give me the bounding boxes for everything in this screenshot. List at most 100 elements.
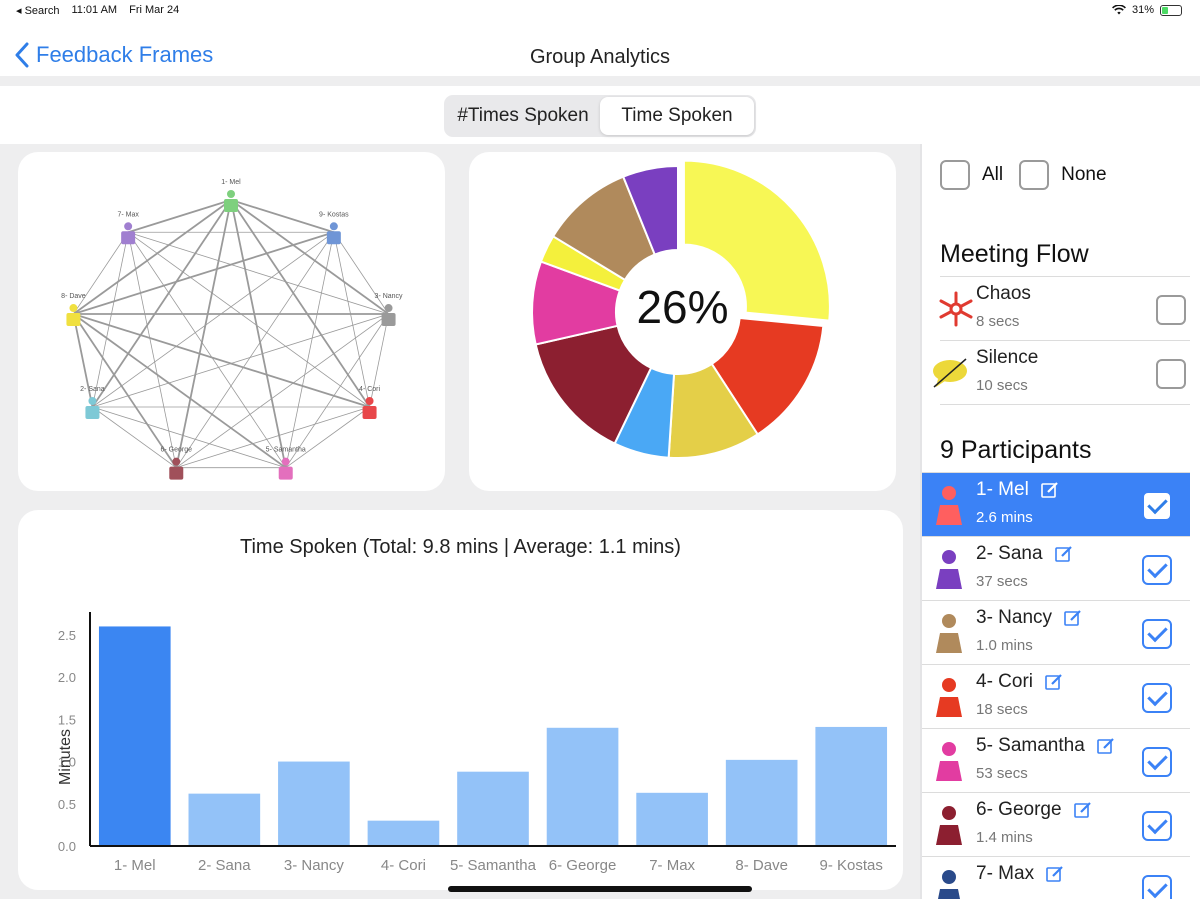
y-tick-label: 2.0 xyxy=(58,670,76,685)
participant-name-text: 7- Max xyxy=(976,863,1035,884)
battery-percent: 31% xyxy=(1131,4,1154,16)
status-bar: ◂ Search 11:01 AM Fri Mar 24 31% xyxy=(0,0,1200,22)
status-time: 11:01 AM xyxy=(71,4,118,16)
participant-row[interactable]: 5- Samantha 53 secs xyxy=(922,728,1190,792)
network-edge xyxy=(92,406,286,469)
network-edge xyxy=(230,199,371,408)
network-node[interactable]: 6- George xyxy=(161,447,193,480)
chevron-left-icon xyxy=(15,42,29,68)
chaos-checkbox[interactable] xyxy=(1156,295,1186,325)
page-title: Group Analytics xyxy=(529,46,671,68)
person-icon xyxy=(936,614,962,653)
y-tick-label: 0.5 xyxy=(58,797,76,812)
participant-checkbox[interactable] xyxy=(1142,875,1172,899)
segment-times-spoken[interactable]: #Times Spoken xyxy=(457,105,589,126)
bar[interactable] xyxy=(98,626,171,846)
x-tick-label: 2- Sana xyxy=(198,857,251,874)
network-edge xyxy=(92,406,177,469)
bar[interactable] xyxy=(725,759,798,846)
network-edge xyxy=(72,313,94,408)
participant-checkbox[interactable] xyxy=(1142,491,1172,521)
x-tick-label: 8- Dave xyxy=(735,857,788,874)
sidebar-panel: All None Meeting Flow Chaos 8 secs Silen… xyxy=(920,144,1200,899)
edit-icon[interactable] xyxy=(1054,545,1073,563)
participant-name-text: 2- Sana xyxy=(976,543,1043,564)
network-edge xyxy=(73,313,370,408)
network-node[interactable]: 9- Kostas xyxy=(319,211,349,245)
participant-checkbox[interactable] xyxy=(1142,683,1172,713)
status-date: Fri Mar 24 xyxy=(129,4,180,16)
network-node-label: 6- George xyxy=(161,447,193,454)
participant-row[interactable]: 2- Sana 37 secs xyxy=(922,536,1190,600)
network-node[interactable]: 3- Nancy xyxy=(375,293,404,327)
edit-icon[interactable] xyxy=(1040,481,1059,499)
bar[interactable] xyxy=(636,792,708,846)
all-checkbox[interactable] xyxy=(940,160,970,190)
network-card: 1- Mel 9- Kostas 3- Nancy 4- Cori 5- Samanth… xyxy=(18,152,445,491)
participant-name: 6- George xyxy=(976,799,1092,821)
flow-item-silence[interactable]: Silence 10 secs xyxy=(933,340,1190,404)
participant-row[interactable]: 1- Mel 2.6 mins xyxy=(922,472,1190,536)
network-node-label: 2- Sana xyxy=(80,386,105,393)
edit-icon[interactable] xyxy=(1073,801,1092,819)
edit-icon[interactable] xyxy=(1064,609,1082,627)
edit-icon[interactable] xyxy=(1096,737,1115,755)
speaker-network-graph: 1- Mel 9- Kostas 3- Nancy 4- Cori 5- Samanth… xyxy=(61,179,404,480)
none-checkbox[interactable] xyxy=(1019,160,1050,190)
network-node[interactable]: 2- Sana xyxy=(80,386,105,419)
network-edge xyxy=(91,199,232,408)
bar[interactable] xyxy=(457,771,529,846)
network-edge xyxy=(369,313,389,408)
participants-title: 9 Participants xyxy=(940,436,1092,464)
network-node[interactable]: 1- Mel xyxy=(221,179,241,212)
y-tick-label: 1.0 xyxy=(58,755,76,770)
network-node[interactable]: 4- Cori xyxy=(359,386,381,419)
participant-detail: 1.4 mins xyxy=(976,829,1033,846)
participant-name: 4- Cori xyxy=(976,671,1063,693)
network-node[interactable]: 7- Max xyxy=(117,211,139,245)
participant-checkbox[interactable] xyxy=(1142,811,1172,841)
network-edge xyxy=(127,199,232,234)
y-axis-label: Minutes xyxy=(57,728,74,786)
pie-slice[interactable] xyxy=(621,164,679,256)
edit-icon[interactable] xyxy=(1045,673,1063,691)
select-all-toggle[interactable]: All xyxy=(940,160,1003,190)
participant-checkbox[interactable] xyxy=(1142,747,1172,777)
pie-slice[interactable] xyxy=(534,324,653,445)
network-edge xyxy=(176,313,389,469)
flow-item-detail: 10 secs xyxy=(976,377,1028,394)
participant-checkbox[interactable] xyxy=(1142,555,1172,585)
back-button[interactable]: Feedback Frames xyxy=(14,42,213,68)
network-edge xyxy=(285,406,370,469)
y-tick-label: 1.5 xyxy=(58,712,76,727)
participant-row[interactable]: 4- Cori 18 secs xyxy=(922,664,1190,728)
participant-row[interactable]: 6- George 1.4 mins xyxy=(922,792,1190,856)
person-icon xyxy=(936,550,962,589)
bar[interactable] xyxy=(278,761,350,846)
participant-row[interactable]: 7- Max xyxy=(922,856,1190,899)
network-node[interactable]: 8- Dave xyxy=(61,293,86,327)
segment-time-spoken[interactable]: Time Spoken xyxy=(600,97,754,135)
network-edge xyxy=(128,231,389,315)
network-node-label: 3- Nancy xyxy=(375,293,404,300)
x-tick-label: 5- Samantha xyxy=(450,857,537,874)
silence-checkbox[interactable] xyxy=(1156,359,1186,389)
nav-divider xyxy=(0,76,1200,86)
bar[interactable] xyxy=(367,820,440,846)
bar[interactable] xyxy=(546,727,619,846)
pie-slice[interactable] xyxy=(682,159,831,322)
flow-item-chaos[interactable]: Chaos 8 secs xyxy=(939,276,1190,340)
participant-checkbox[interactable] xyxy=(1142,619,1172,649)
select-none-toggle[interactable]: None xyxy=(1019,160,1107,190)
participant-row[interactable]: 3- Nancy 1.0 mins xyxy=(922,600,1190,664)
bar[interactable] xyxy=(188,793,261,846)
network-edge xyxy=(333,232,389,315)
network-edge xyxy=(73,232,129,315)
network-node[interactable]: 5- Samantha xyxy=(266,447,306,480)
home-indicator[interactable] xyxy=(448,886,752,892)
status-back-app[interactable]: ◂ Search xyxy=(16,5,60,17)
bar[interactable] xyxy=(815,726,888,846)
network-edge xyxy=(333,232,370,408)
participant-name-text: 5- Samantha xyxy=(976,735,1085,756)
edit-icon[interactable] xyxy=(1046,865,1064,883)
